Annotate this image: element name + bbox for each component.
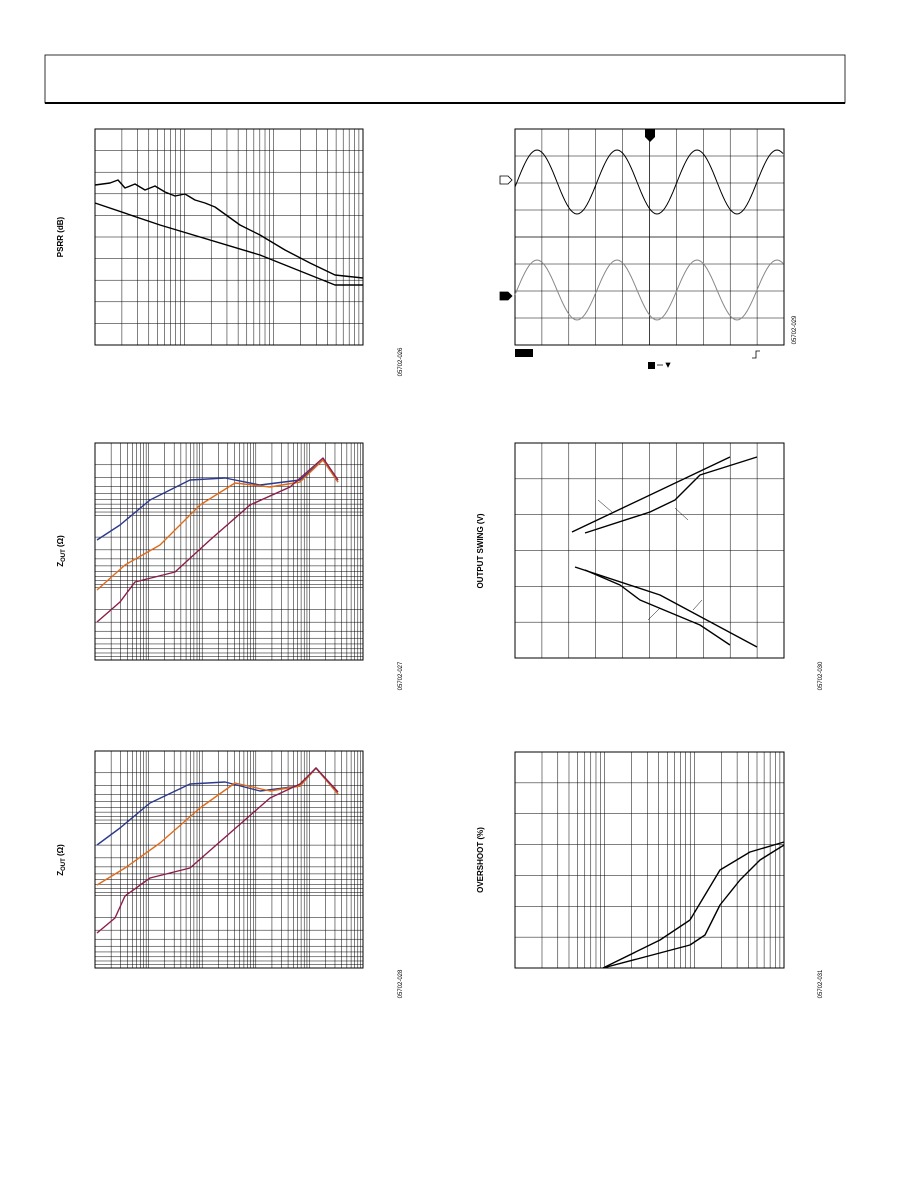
y-axis-label: ZOUT (Ω) — [56, 844, 67, 876]
scope-badge — [515, 349, 533, 357]
grids — [94, 128, 785, 969]
label-part: (Ω) — [56, 844, 65, 858]
y-axis-label: ZOUT (Ω) — [56, 535, 67, 567]
plot-frame — [514, 751, 785, 969]
swing-curves — [571, 456, 758, 648]
scope-icon — [657, 362, 671, 368]
curve — [602, 844, 785, 969]
label-part: Z — [56, 562, 65, 567]
scope-marker — [648, 362, 655, 369]
plot-frame — [94, 750, 364, 969]
zout-curves — [96, 767, 339, 934]
y-axis-label: OUTPUT SWING (V) — [476, 513, 485, 588]
curve — [96, 767, 339, 934]
curve — [94, 179, 364, 279]
plot-frame — [94, 442, 364, 661]
curve — [94, 202, 363, 286]
figure-code: 05702-031 — [818, 969, 824, 998]
curve — [584, 456, 758, 534]
curve — [96, 457, 339, 623]
plot-frame — [514, 442, 785, 659]
scope-traces — [514, 129, 784, 345]
curve — [602, 841, 785, 969]
figure-code: 05702-027 — [398, 661, 404, 690]
scope-trace — [514, 259, 784, 321]
y-axis-label: OVERSHOOT (%) — [476, 827, 485, 893]
zout-curves — [96, 457, 339, 623]
curve — [574, 566, 758, 648]
curve — [584, 569, 731, 646]
curve — [96, 459, 339, 541]
curve — [571, 456, 731, 533]
channel-marker — [499, 175, 513, 301]
plot-frame — [94, 128, 364, 346]
trigger-icon — [752, 350, 760, 359]
curve — [96, 767, 339, 846]
y-axis-label: PSRR (dB) — [56, 216, 65, 257]
overshoot-curves — [602, 841, 785, 969]
figure-code: 05702-028 — [398, 969, 404, 998]
figure-code: 05702-030 — [818, 661, 824, 690]
header-box — [44, 54, 846, 104]
label-sub: OUT — [61, 549, 67, 562]
channel-marker — [500, 292, 512, 300]
scope-trace — [514, 149, 784, 215]
label-part: Z — [56, 871, 65, 876]
figure-code: 05702-029 — [792, 315, 798, 344]
label-part: (Ω) — [56, 535, 65, 549]
curve — [96, 459, 339, 591]
label-sub: OUT — [61, 858, 67, 871]
trigger-marker — [645, 129, 655, 142]
figure-code: 05702-026 — [398, 347, 404, 376]
arrow — [597, 499, 703, 621]
